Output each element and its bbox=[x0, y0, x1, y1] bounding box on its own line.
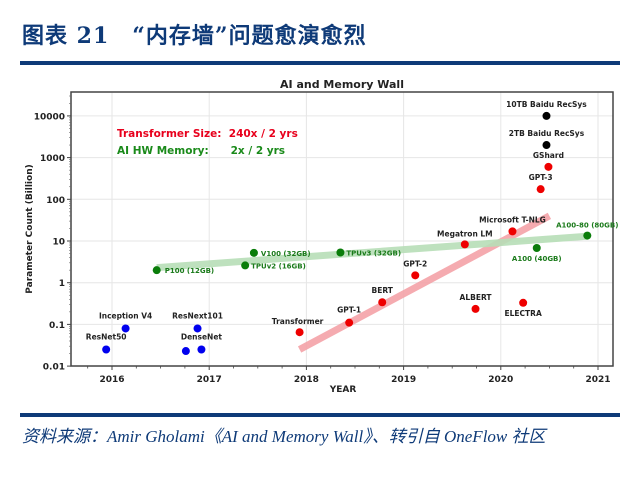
point-label: Inception V4 bbox=[99, 311, 152, 320]
data-points bbox=[102, 111, 592, 356]
point-label: A100-80 (80GB) bbox=[556, 222, 618, 230]
x-tick-label: 2016 bbox=[99, 375, 124, 385]
point-label: P100 (12GB) bbox=[165, 267, 214, 275]
point-labels: ResNet50 Inception V4 ResNext101 DenseNet Tr… bbox=[86, 100, 619, 342]
y-tick-label: 1 bbox=[59, 279, 65, 289]
data-point bbox=[181, 347, 190, 356]
data-point bbox=[345, 318, 354, 327]
data-point bbox=[471, 304, 480, 313]
x-tick-label: 2017 bbox=[197, 375, 222, 385]
data-point bbox=[542, 111, 551, 120]
data-point bbox=[197, 345, 206, 354]
data-point bbox=[411, 271, 420, 280]
x-tick-label: 2018 bbox=[294, 375, 319, 385]
data-point bbox=[295, 328, 304, 337]
y-tick-label: 10000 bbox=[34, 112, 65, 122]
point-label: Microsoft T-NLG bbox=[479, 215, 546, 224]
data-point bbox=[532, 243, 541, 252]
point-label: GPT-3 bbox=[529, 173, 553, 182]
source-note: 资料来源：Amir Gholami《AI and Memory Wall》、转引… bbox=[22, 427, 546, 446]
data-point bbox=[542, 141, 551, 150]
point-label: 2TB Baidu RecSys bbox=[509, 129, 585, 138]
point-label: TPUv2 (16GB) bbox=[251, 262, 306, 270]
point-label: Transformer bbox=[272, 317, 324, 326]
data-point bbox=[336, 248, 345, 257]
source-rule bbox=[20, 413, 620, 417]
annotation-hw-memory: AI HW Memory: 2x / 2 yrs bbox=[117, 145, 285, 157]
trend-lines bbox=[156, 212, 588, 353]
x-tick-label: 2020 bbox=[488, 375, 513, 385]
data-point bbox=[519, 298, 528, 307]
x-tick-label: 2021 bbox=[585, 375, 610, 385]
axis-ticks: 2016 2017 2018 2019 2020 2021 0.01 0.1 1 10 100 100… bbox=[34, 95, 611, 385]
x-tick-label: 2019 bbox=[391, 375, 416, 385]
plot-border bbox=[70, 91, 614, 367]
y-axis-label: Parameter Count (Billion) bbox=[25, 164, 35, 293]
point-label: ALBERT bbox=[460, 293, 493, 302]
data-point bbox=[152, 266, 161, 275]
point-label: V100 (32GB) bbox=[261, 250, 311, 258]
trend-line bbox=[297, 212, 552, 353]
point-label: ResNext101 bbox=[172, 311, 223, 320]
y-tick-label: 10 bbox=[52, 238, 65, 248]
y-tick-label: 1000 bbox=[40, 154, 65, 164]
data-point bbox=[249, 248, 258, 257]
data-point bbox=[583, 231, 592, 240]
trend-line bbox=[156, 232, 588, 272]
point-label: 10TB Baidu RecSys bbox=[506, 100, 587, 109]
y-tick-label: 100 bbox=[46, 196, 65, 206]
point-label: ELECTRA bbox=[505, 309, 542, 318]
figure-title: 图表 21 “内存墙”问题愈演愈烈 bbox=[22, 23, 367, 49]
data-point bbox=[193, 324, 202, 333]
data-point bbox=[544, 162, 553, 171]
data-point bbox=[241, 261, 250, 270]
y-tick-label: 0.01 bbox=[43, 363, 65, 373]
point-label: TPUv3 (32GB) bbox=[346, 249, 401, 257]
y-tick-label: 0.1 bbox=[49, 321, 65, 331]
plot-frame bbox=[70, 91, 614, 367]
data-point bbox=[508, 227, 517, 236]
point-label: GPT-2 bbox=[403, 259, 427, 268]
data-point bbox=[378, 298, 387, 307]
title-rule bbox=[20, 61, 620, 65]
annotation-transformer-size: Transformer Size: 240x / 2 yrs bbox=[117, 128, 298, 140]
point-label: DenseNet bbox=[181, 333, 223, 342]
point-label: Megatron LM bbox=[437, 229, 493, 238]
data-point bbox=[121, 324, 130, 333]
point-label: GShard bbox=[533, 151, 564, 160]
point-label: BERT bbox=[372, 286, 394, 295]
point-label: A100 (40GB) bbox=[512, 255, 562, 263]
point-label: ResNet50 bbox=[86, 333, 127, 342]
chart-title: AI and Memory Wall bbox=[280, 78, 404, 91]
data-point bbox=[536, 185, 545, 194]
data-point bbox=[102, 345, 111, 354]
point-label: GPT-1 bbox=[337, 306, 361, 315]
data-point bbox=[460, 240, 469, 249]
x-axis-label: YEAR bbox=[329, 385, 357, 395]
